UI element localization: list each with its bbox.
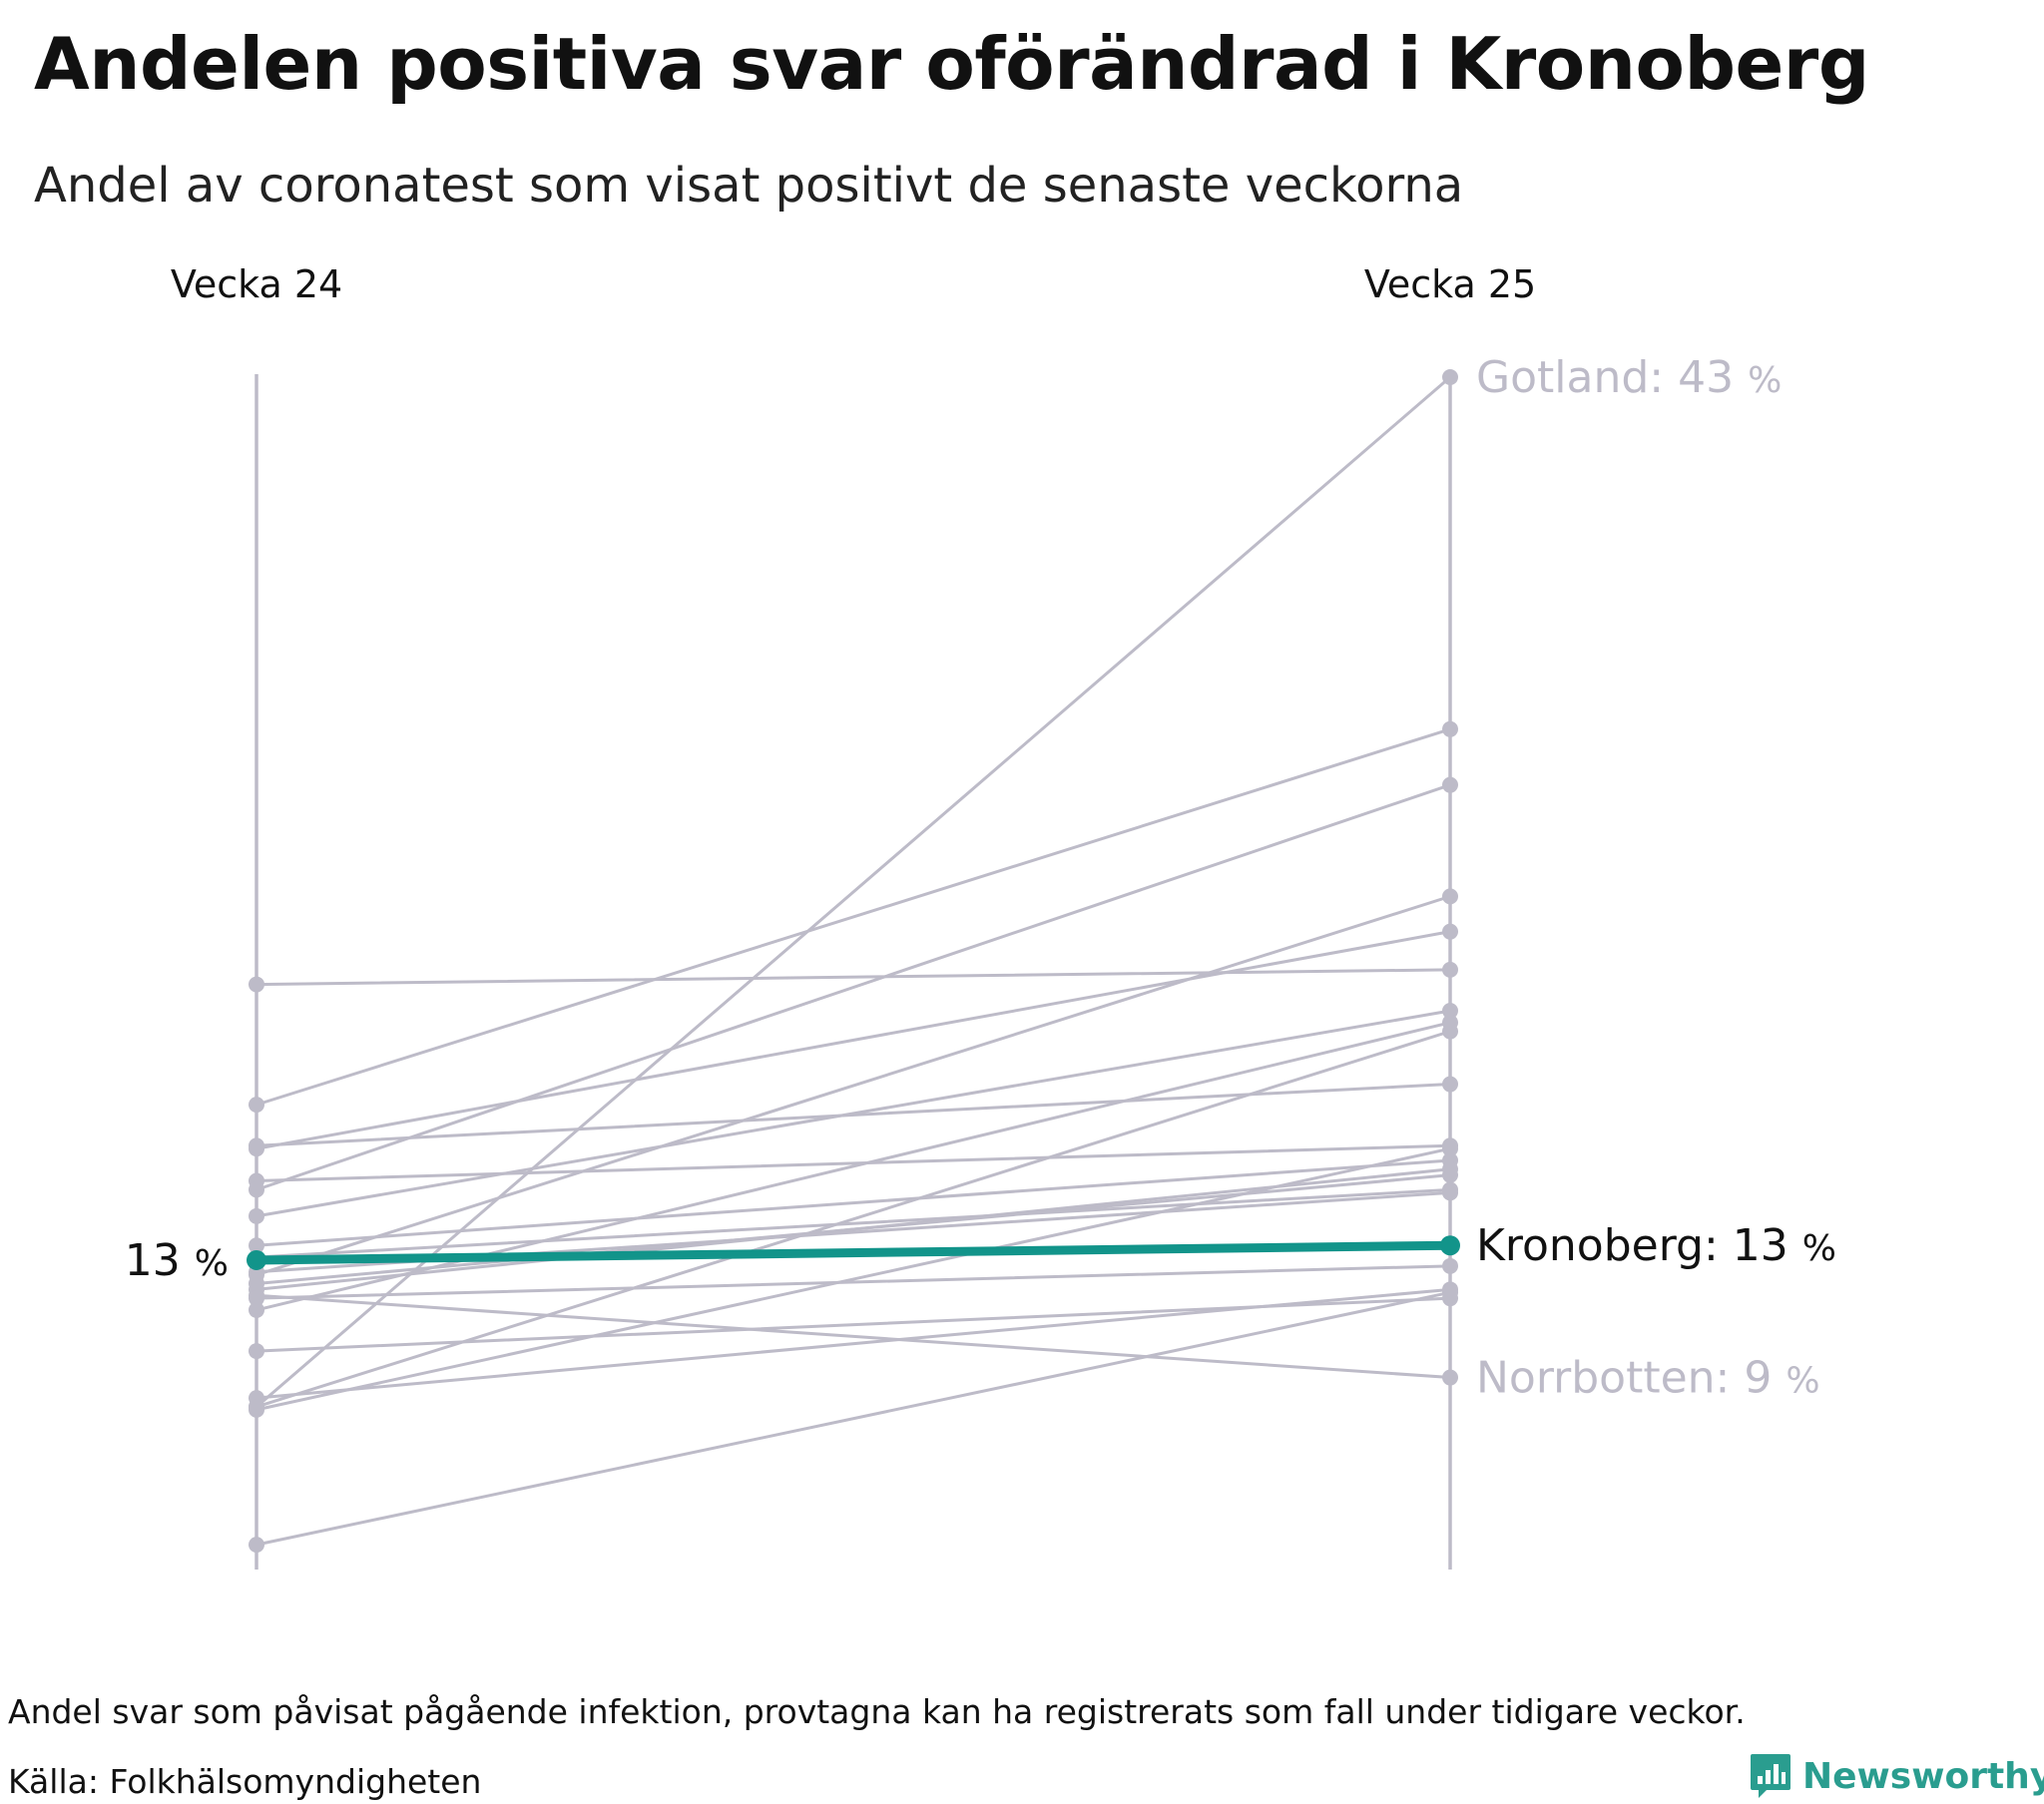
series-line-highlight xyxy=(252,1240,1455,1265)
series-point xyxy=(1442,720,1458,737)
series-point xyxy=(1442,1184,1458,1201)
series-point xyxy=(249,1301,264,1318)
source-note: Källa: Folkhälsomyndigheten xyxy=(8,1762,482,1801)
brand-logo: Newsworthy xyxy=(1749,1748,2044,1804)
series-line xyxy=(255,1293,1452,1380)
series-line xyxy=(255,1030,1452,1409)
series-point xyxy=(1442,1140,1458,1157)
series-point xyxy=(1442,923,1458,940)
series-line xyxy=(255,1021,1452,1312)
series-point xyxy=(249,1137,264,1154)
brand-name: Newsworthy xyxy=(1802,1755,2044,1797)
series-line xyxy=(255,1167,1452,1291)
chart-title: Andelen positiva svar oförändrad i Krono… xyxy=(34,22,1869,106)
series-point-highlight xyxy=(1440,1235,1460,1256)
series-point xyxy=(1442,1160,1458,1177)
series-point xyxy=(1442,1076,1458,1093)
series-point xyxy=(1442,1369,1458,1386)
axis-category-label: Vecka 24 xyxy=(171,262,342,306)
series-line xyxy=(255,1290,1452,1547)
series-point xyxy=(249,1290,264,1307)
series-point xyxy=(1442,1023,1458,1040)
series-line xyxy=(255,783,1452,1191)
series-line xyxy=(255,1146,1452,1412)
chart-subtitle: Andel av coronatest som visat positivt d… xyxy=(34,158,1464,214)
series-line xyxy=(255,1143,1452,1183)
end-label: Norrbotten: 9 % xyxy=(1476,1353,1820,1404)
series-point xyxy=(249,1343,264,1360)
series-point xyxy=(1442,776,1458,793)
start-label-highlight: 13 % xyxy=(125,1235,229,1286)
series-point xyxy=(1442,1003,1458,1020)
series-line xyxy=(255,930,1452,1150)
series-point xyxy=(249,1537,264,1554)
end-label-highlight: Kronoberg: 13 % xyxy=(1476,1220,1836,1271)
series-point xyxy=(249,1207,264,1224)
end-label: Gotland: 43 % xyxy=(1476,352,1782,403)
series-point xyxy=(249,1097,264,1114)
series-point xyxy=(249,1181,264,1198)
series-line xyxy=(255,1158,1452,1247)
series-line xyxy=(255,1009,1452,1218)
series-line xyxy=(255,1187,1452,1259)
slope-chart: Vecka 24 Vecka 25 Kronoberg: 13 % 13 % Gotla… xyxy=(125,262,1836,1570)
series-line xyxy=(255,968,1452,987)
series-line xyxy=(255,375,1452,1409)
series-point xyxy=(1442,1284,1458,1301)
series-line xyxy=(255,1264,1452,1300)
series-line xyxy=(255,1287,1452,1400)
axis-category-label: Vecka 25 xyxy=(1364,262,1536,306)
footnote: Andel svar som påvisat pågående infektio… xyxy=(8,1692,1746,1731)
series-line xyxy=(255,727,1452,1107)
series-point-highlight xyxy=(247,1249,266,1270)
series-point xyxy=(1442,961,1458,978)
series-point xyxy=(249,1237,264,1254)
series-point xyxy=(1442,1257,1458,1274)
series-point xyxy=(249,976,264,993)
series-point xyxy=(1442,369,1458,385)
series-line xyxy=(255,894,1452,1277)
series-point xyxy=(249,1398,264,1415)
bar-chart-icon xyxy=(1751,1754,1790,1798)
series-point xyxy=(1442,888,1458,905)
